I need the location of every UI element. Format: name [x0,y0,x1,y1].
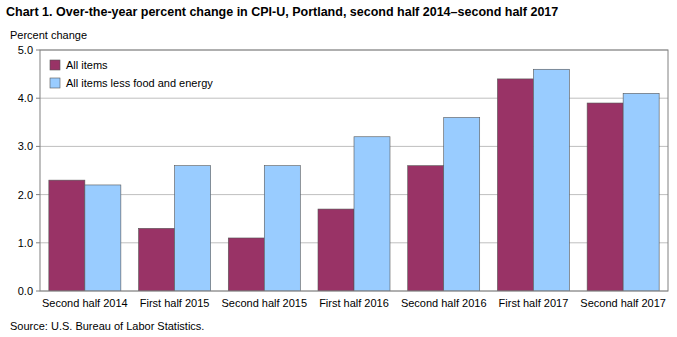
x-tick-label: Second half 2014 [42,297,128,309]
plot-frame [40,50,668,291]
y-tick-label: 5.0 [18,44,33,56]
bar [139,228,175,291]
bar [85,185,121,291]
tick-mark [36,291,40,292]
tick-mark [36,98,40,99]
bar [587,103,623,291]
source-note: Source: U.S. Bureau of Labor Statistics. [10,320,204,332]
bar [264,166,300,291]
bar [533,69,569,291]
x-tick-label: Second half 2016 [401,297,487,309]
bar [623,93,659,291]
tick-mark [36,242,40,243]
bar [408,166,444,291]
bar [318,209,354,291]
tick-mark [36,146,40,147]
grid-line [40,98,668,99]
x-tick-label: Second half 2015 [221,297,307,309]
bars [49,69,659,291]
legend-label: All items [66,59,108,71]
bar [49,180,85,291]
tick-mark [36,50,40,51]
bar [228,238,264,291]
y-tick-label: 0.0 [18,285,33,297]
y-axis-label: Percent change [10,29,87,41]
bar [354,137,390,291]
bar [444,117,480,291]
y-tick-label: 3.0 [18,140,33,152]
x-tick-label: First half 2015 [140,297,210,309]
x-tick-label: First half 2016 [319,297,389,309]
legend-label: All items less food and energy [66,77,213,89]
bar [497,79,533,291]
plot-area [40,50,668,291]
y-tick-label: 1.0 [18,237,33,249]
legend-swatch [50,60,60,70]
chart: Chart 1. Over-the-year percent change in… [0,0,677,337]
title: Chart 1. Over-the-year percent change in… [6,5,558,19]
y-tick-label: 2.0 [18,189,33,201]
x-tick-label: Second half 2017 [580,297,666,309]
y-tick-label: 4.0 [18,92,33,104]
legend-swatch [50,78,60,88]
tick-mark [36,194,40,195]
x-tick-label: First half 2017 [499,297,569,309]
bar [175,166,211,291]
